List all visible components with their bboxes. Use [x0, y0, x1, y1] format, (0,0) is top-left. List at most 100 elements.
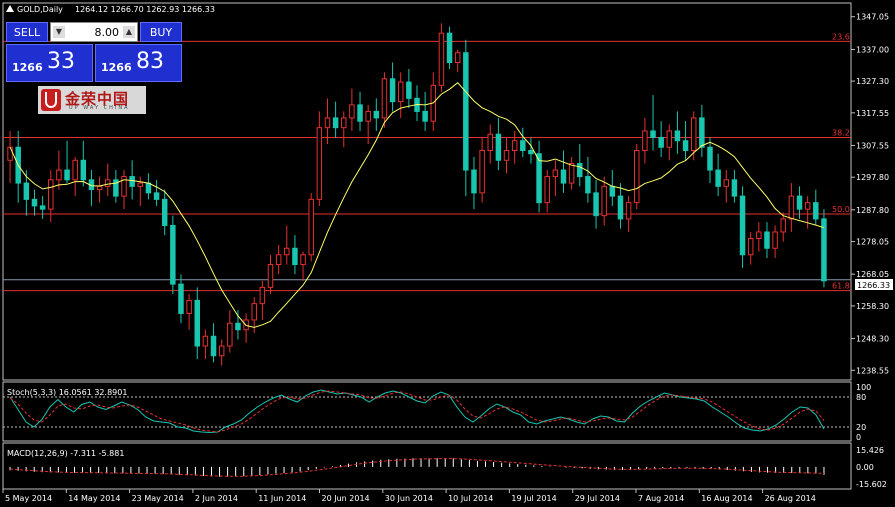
sell-price-main: 33 — [47, 49, 75, 74]
candle-body — [129, 176, 135, 187]
lot-increase-icon[interactable]: ▲ — [123, 26, 135, 38]
candle-body — [186, 299, 192, 314]
candle-body — [275, 254, 282, 266]
candle-body — [796, 195, 803, 210]
candle-body — [422, 110, 428, 122]
candle-body — [308, 198, 314, 256]
candle-body — [544, 176, 550, 204]
candle-body — [471, 169, 477, 194]
buy-button[interactable]: BUY — [140, 22, 182, 42]
candle-body — [332, 117, 339, 129]
macd-tick-label: 0.00 — [856, 463, 874, 472]
candle-body — [568, 163, 575, 184]
candle-body — [31, 198, 38, 207]
sell-button[interactable]: SELL — [6, 22, 48, 42]
price-axis: 1347.05 1337.00 1327.30 1317.55 1307.55 1297.… — [851, 13, 889, 375]
candle-body — [251, 303, 257, 321]
candle-body — [292, 247, 298, 266]
time-tick-label: 5 May 2014 — [5, 494, 52, 503]
macd-signal-line — [9, 458, 825, 477]
candle-body — [666, 130, 673, 148]
fib-label-2: 50.0 — [832, 205, 850, 214]
price-tick-label: 1307.55 — [856, 141, 889, 150]
candle-body — [389, 78, 396, 103]
candle-body — [210, 335, 217, 357]
candle-body — [446, 32, 453, 64]
candle-body — [113, 179, 119, 197]
price-tick-label: 1258.30 — [856, 302, 889, 311]
macd-tick-label: 15.426 — [856, 446, 884, 455]
candle-body — [682, 140, 689, 151]
candle-body — [463, 52, 469, 171]
price-tick-label: 1317.55 — [856, 109, 889, 118]
time-tick-label: 29 Jul 2014 — [575, 494, 620, 503]
candle-body — [227, 322, 233, 347]
current-price-tag — [855, 279, 893, 290]
candle-body — [406, 81, 412, 99]
lot-size-input[interactable] — [67, 24, 119, 40]
candle-body — [161, 198, 168, 226]
candle-body — [259, 286, 266, 305]
price-tick-label: 1347.05 — [856, 13, 889, 22]
candle-body — [235, 322, 241, 331]
time-tick-label: 10 Jul 2014 — [448, 494, 493, 503]
chart-ohlc: 1264.12 1266.70 1262.93 1266.33 — [75, 5, 215, 14]
candle-body — [39, 205, 46, 210]
candle-body — [585, 176, 591, 194]
candle-body — [650, 130, 656, 138]
price-tick-label: 1268.05 — [856, 270, 889, 279]
price-tick-label: 1337.00 — [856, 45, 889, 54]
buy-price-box[interactable]: 1266 83 — [95, 44, 182, 82]
candle-body — [674, 130, 681, 142]
price-tick-label: 1278.05 — [856, 238, 889, 247]
candle-body — [218, 345, 225, 357]
candle-body — [625, 202, 632, 220]
stoch-tick-label: 100 — [856, 383, 871, 392]
candle-body — [56, 169, 62, 181]
candle-body — [178, 283, 184, 314]
candle-body — [756, 231, 762, 239]
candle-body — [137, 182, 144, 187]
candle-body — [145, 182, 152, 194]
price-tick-label: 1287.80 — [856, 206, 889, 215]
logo-mark-icon — [41, 89, 61, 111]
candle-body — [690, 117, 697, 151]
stoch-label: Stoch(5,3,3) 16.0561 32.8901 — [7, 388, 127, 397]
candle-body — [267, 264, 274, 288]
candle-body — [747, 237, 754, 256]
stoch-tick-label: 20 — [856, 423, 866, 432]
candle-body — [48, 179, 54, 210]
price-tick-label: 1327.30 — [856, 77, 889, 86]
candle-body — [577, 163, 583, 178]
price-tick-label: 1297.80 — [856, 173, 889, 182]
main-chart-frame — [2, 2, 852, 381]
candle-body — [520, 140, 526, 151]
candle-body — [560, 169, 567, 184]
candle-body — [780, 218, 786, 233]
sell-price-prefix: 1266 — [12, 61, 43, 74]
one-click-trading-panel: SELL ▼ ▲ BUY 1266 33 1266 83 — [6, 22, 182, 84]
candle-body — [552, 169, 559, 178]
time-tick-label: 26 Aug 2014 — [765, 494, 816, 503]
stoch-signal-line — [9, 390, 825, 433]
sell-price-box[interactable]: 1266 33 — [6, 44, 93, 82]
candle-body — [381, 78, 388, 119]
candle-body — [341, 117, 347, 129]
macd-indicator: 15.426 0.00 -15.602 — [9, 446, 887, 489]
candle-body — [72, 159, 78, 181]
stoch-main-line — [9, 389, 825, 434]
candle-body — [658, 136, 664, 148]
time-axis: 5 May 2014 14 May 2014 23 May 2014 2 Jun 20… — [2, 489, 816, 503]
triangle-up-icon — [6, 5, 14, 12]
candle-body — [300, 254, 306, 266]
lot-decrease-icon[interactable]: ▼ — [53, 26, 65, 38]
candle-body — [715, 169, 721, 187]
price-tick-label: 1248.30 — [856, 335, 889, 344]
candle-body — [723, 179, 730, 187]
stoch-tick-label: 80 — [856, 393, 866, 402]
macd-label: MACD(12,26,9) -7.311 -5.881 — [7, 449, 124, 458]
candle-body — [284, 247, 290, 256]
candlestick-series — [7, 23, 827, 366]
